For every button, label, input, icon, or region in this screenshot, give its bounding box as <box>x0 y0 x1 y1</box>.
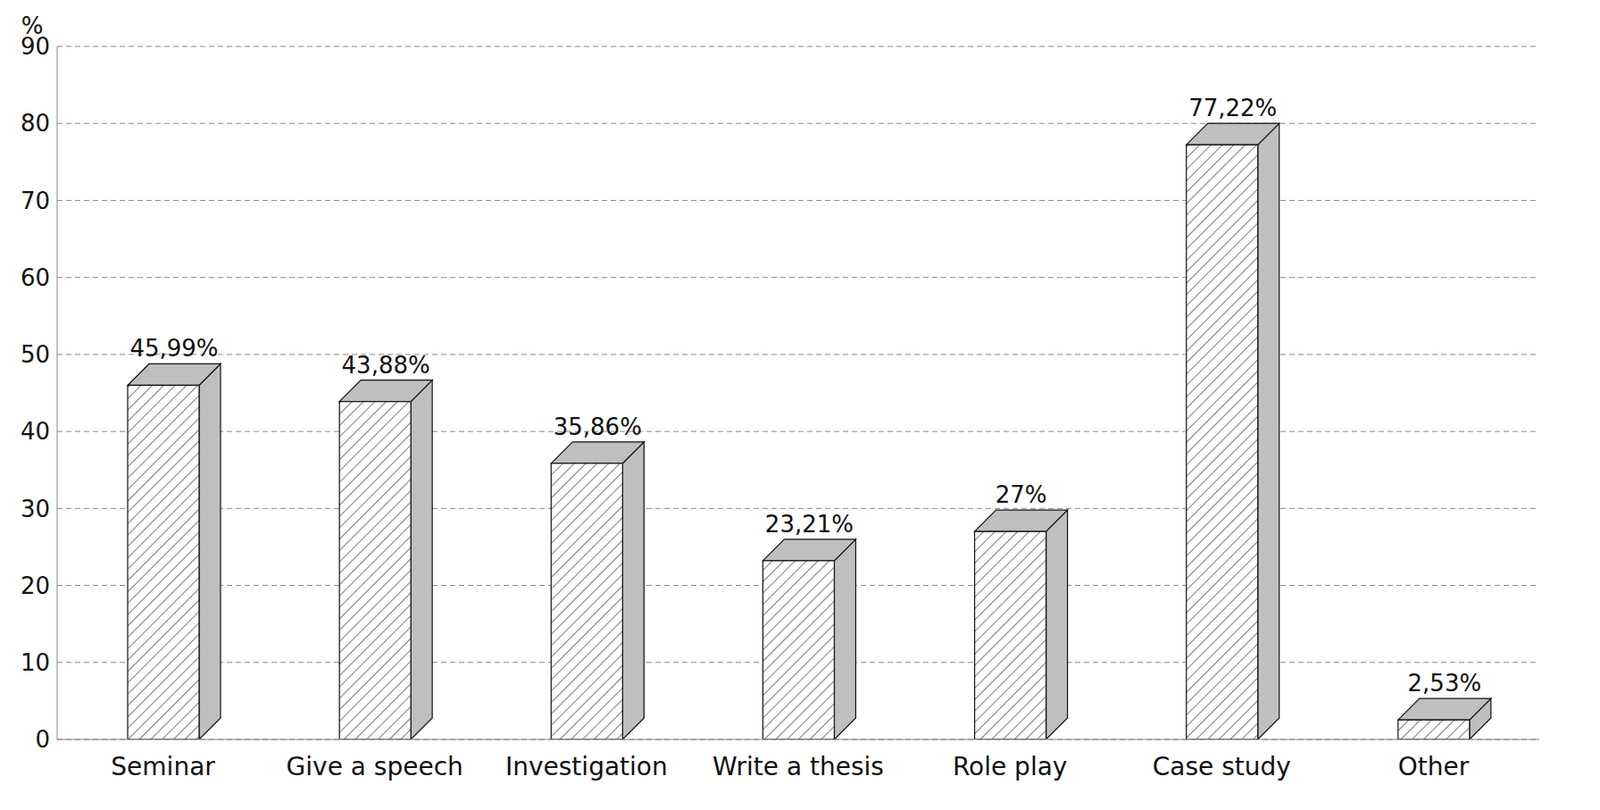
svg-text:0: 0 <box>34 725 50 753</box>
svg-text:23,21%: 23,21% <box>765 510 854 538</box>
svg-text:Other: Other <box>1398 751 1470 782</box>
svg-text:40: 40 <box>20 417 50 445</box>
svg-text:35,86%: 35,86% <box>553 413 642 441</box>
svg-text:50: 50 <box>20 341 50 368</box>
svg-text:45,99%: 45,99% <box>129 334 218 362</box>
svg-text:90: 90 <box>20 33 50 60</box>
svg-text:Investigation: Investigation <box>505 751 668 782</box>
svg-text:60: 60 <box>20 264 50 292</box>
svg-text:Write a thesis: Write a thesis <box>712 751 884 782</box>
svg-text:Case study: Case study <box>1152 751 1292 782</box>
svg-text:77,22%: 77,22% <box>1188 94 1277 122</box>
svg-text:80: 80 <box>20 109 50 137</box>
svg-text:20: 20 <box>20 572 50 600</box>
svg-text:10: 10 <box>20 649 50 676</box>
svg-text:Seminar: Seminar <box>110 751 216 782</box>
svg-text:Role play: Role play <box>952 751 1068 782</box>
svg-text:43,88%: 43,88% <box>341 351 431 379</box>
svg-text:Give a speech: Give a speech <box>286 751 464 782</box>
svg-text:2,53%: 2,53% <box>1408 669 1483 697</box>
svg-text:27%: 27% <box>995 481 1048 509</box>
svg-text:30: 30 <box>20 495 50 523</box>
svg-text:%: % <box>21 12 44 40</box>
svg-text:70: 70 <box>20 187 50 215</box>
